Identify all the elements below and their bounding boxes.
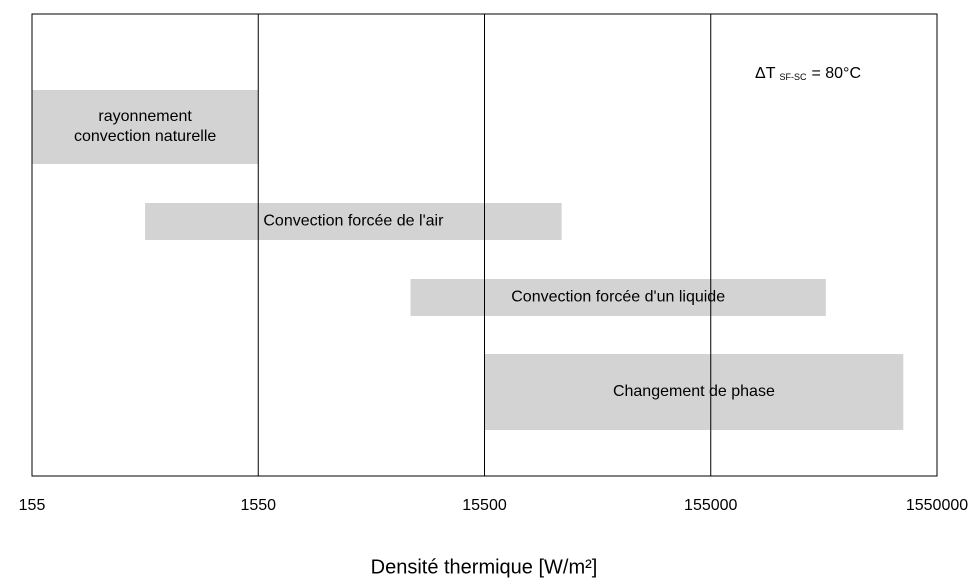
- x-tick-label: 155000: [684, 497, 737, 514]
- bar-group: rayonnement convection naturelle: [32, 90, 259, 164]
- annotation-subscript: SF-SC: [779, 72, 807, 82]
- annotation: ΔT SF-SC = 80°C: [755, 65, 861, 82]
- bar-label: Changement de phase: [613, 383, 775, 400]
- bar-label: Convection forcée d'un liquide: [511, 289, 725, 306]
- annotation-suffix: = 80°C: [811, 65, 861, 82]
- bar-label: Convection forcée de l'air: [263, 213, 444, 230]
- annotation-text: ΔT: [755, 65, 776, 82]
- x-tick-label: 1550: [240, 497, 276, 514]
- x-tick-label: 155: [19, 497, 46, 514]
- bar: [32, 90, 259, 164]
- bar: [484, 354, 904, 430]
- bar-group: Changement de phase: [484, 354, 904, 430]
- x-tick-label: 1550000: [906, 497, 968, 514]
- bar-group: Convection forcée de l'air: [145, 203, 562, 240]
- x-axis-label: Densité thermique [W/m²]: [371, 556, 598, 578]
- x-tick-label: 15500: [462, 497, 507, 514]
- bar-group: Convection forcée d'un liquide: [410, 279, 826, 316]
- bar-label: rayonnement: [98, 108, 192, 125]
- plot-frame: [31, 13, 938, 477]
- bar-label: convection naturelle: [74, 128, 216, 145]
- bar: [145, 203, 562, 240]
- bar: [410, 279, 826, 316]
